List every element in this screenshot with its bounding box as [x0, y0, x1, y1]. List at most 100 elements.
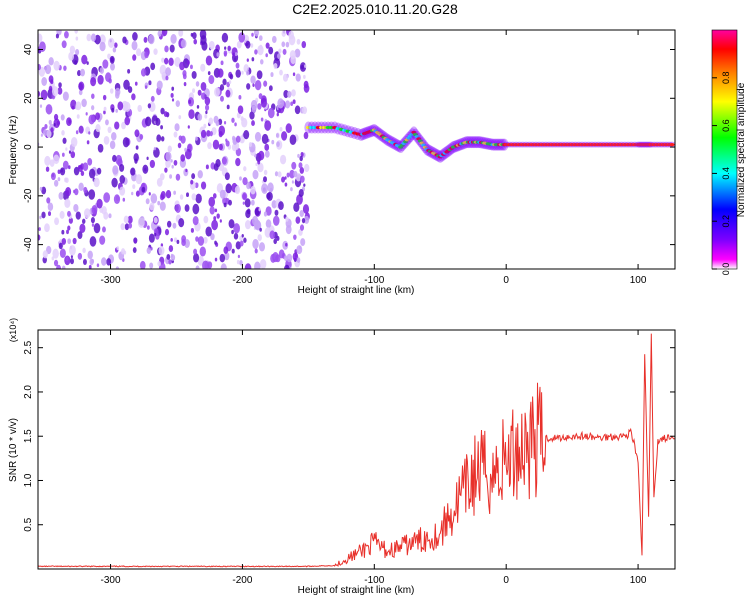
spectrogram-noise-blob: [178, 218, 185, 228]
spectrogram-noise-blob: [123, 215, 129, 224]
spectrogram-noise-blob: [102, 94, 107, 101]
spectrogram-noise-blob: [134, 129, 140, 138]
spectrogram-noise-blob: [48, 119, 52, 125]
spectrogram-noise-blob: [216, 52, 220, 57]
spectrogram-noise-blob: [117, 101, 124, 111]
spectrogram-noise-blob: [249, 111, 255, 120]
spectrogram-noise-blob: [40, 133, 44, 137]
spectrogram-noise-blob: [90, 217, 95, 224]
spectrogram-noise-blob: [56, 264, 62, 269]
spectrogram-noise-blob: [39, 41, 46, 53]
spectrogram-noise-blob: [301, 40, 307, 49]
spectrogram-noise-blob: [188, 109, 195, 120]
spectrogram-noise-blob: [239, 176, 242, 181]
spectrogram-noise-blob: [268, 46, 274, 55]
spectrogram-noise-blob: [212, 139, 220, 150]
spectrogram-noise-blob: [187, 125, 190, 129]
spectrogram-noise-blob: [203, 215, 209, 224]
spectrogram-noise-blob: [234, 185, 241, 195]
spectrogram-noise-blob: [221, 32, 229, 43]
spectrogram-noise-blob: [265, 42, 270, 49]
spectrogram-noise-blob: [197, 236, 205, 246]
spectrogram-noise-blob: [77, 165, 81, 170]
spectrogram-noise-blob: [252, 83, 255, 87]
spectrogram-noise-blob: [64, 30, 69, 39]
spectrogram-noise-blob: [96, 198, 103, 209]
spectrogram-noise-blob: [195, 81, 200, 87]
spectrogram-noise-blob: [149, 262, 154, 269]
spectrogram-noise-blob: [73, 166, 80, 176]
spectrogram-noise-blob: [153, 146, 156, 151]
spectrogram-noise-blob: [41, 211, 46, 219]
spectrogram-noise-blob: [46, 129, 52, 138]
spectrogram-noise-blob: [222, 78, 227, 86]
spectrogram-noise-blob: [286, 172, 290, 178]
spectrogram-noise-blob: [246, 208, 251, 215]
spectrogram-noise-blob: [231, 248, 235, 254]
spectrogram-noise-blob: [279, 69, 283, 76]
spectrogram-noise-blob: [99, 34, 106, 45]
spectrogram-noise-blob: [267, 107, 275, 119]
spectrogram-noise-blob: [290, 55, 297, 65]
spectrogram-noise-blob: [205, 104, 210, 111]
spectrogram-noise-blob: [175, 173, 181, 181]
spectrogram-noise-blob: [304, 163, 310, 173]
spectrogram-noise-blob: [141, 186, 146, 193]
spectrogram-noise-blob: [193, 248, 198, 255]
spectrogram-noise-blob: [243, 237, 247, 243]
spectrogram-noise-blob: [239, 135, 245, 144]
spectrogram-noise-blob: [44, 123, 48, 130]
spectrogram-noise-blob: [223, 246, 229, 254]
spectrogram-noise-blob: [82, 247, 86, 254]
spectrogram-noise-blob: [184, 148, 192, 160]
spectrogram-noise-blob: [299, 224, 305, 231]
spectrogram-noise-blob: [260, 98, 267, 108]
spectrogram-noise-blob: [67, 225, 71, 231]
spectrogram-y-tick-label: 40: [23, 44, 34, 56]
spectrogram-noise-blob: [75, 49, 80, 56]
spectrogram-noise-blob: [74, 30, 78, 34]
spectrogram-noise-blob: [233, 232, 239, 240]
spectrogram-noise-blob: [301, 218, 306, 224]
spectrogram-noise-blob: [294, 48, 301, 58]
spectrogram-noise-blob: [264, 143, 270, 152]
spectrogram-noise-blob: [62, 91, 69, 101]
spectrogram-trace-point: [669, 143, 675, 147]
spectrogram-noise-blob: [156, 134, 162, 142]
spectrogram-noise-blob: [270, 72, 274, 78]
spectrogram-noise-blob: [185, 168, 188, 173]
spectrogram-noise-blob: [53, 259, 59, 267]
spectrogram-noise-blob: [208, 75, 215, 85]
spectrogram-noise-blob: [259, 259, 267, 269]
spectrogram-noise-blob: [159, 201, 166, 211]
spectrogram-noise-blob: [44, 223, 50, 233]
spectrogram-noise-blob: [181, 238, 186, 247]
spectrogram-noise-blob: [243, 64, 249, 73]
spectrogram-noise-blob: [211, 219, 218, 231]
spectrogram-noise-blob: [217, 68, 224, 78]
spectrogram-noise-blob: [239, 240, 244, 247]
spectrogram-noise-blob: [109, 39, 112, 43]
spectrogram-noise-blob: [58, 82, 62, 88]
spectrogram-noise-blob: [176, 239, 180, 245]
spectrogram-noise-blob: [279, 154, 287, 165]
spectrogram-noise-blob: [45, 104, 53, 115]
spectrogram-noise-blob: [132, 54, 137, 61]
spectrogram-noise-blob: [295, 216, 301, 224]
spectrogram-noise-blob: [170, 34, 177, 44]
spectrogram-noise-blob: [237, 105, 244, 115]
spectrogram-noise-blob: [272, 215, 280, 226]
spectrogram-x-tick-label: 0: [503, 275, 509, 286]
spectrogram-noise-blob: [261, 183, 268, 194]
spectrogram-noise-blob: [165, 75, 169, 81]
spectrogram-noise-blob: [177, 142, 182, 149]
spectrogram-noise-blob: [123, 101, 131, 112]
spectrogram-noise-blob: [119, 163, 125, 172]
spectrogram-noise-blob: [202, 260, 209, 269]
spectrogram-noise-blob: [112, 154, 117, 162]
spectrogram-noise-blob: [204, 96, 211, 106]
spectrogram-noise-blob: [258, 93, 263, 100]
spectrogram-noise-blob: [53, 60, 60, 71]
spectrogram-noise-blob: [143, 36, 148, 43]
spectrogram-noise-blob: [53, 179, 59, 187]
